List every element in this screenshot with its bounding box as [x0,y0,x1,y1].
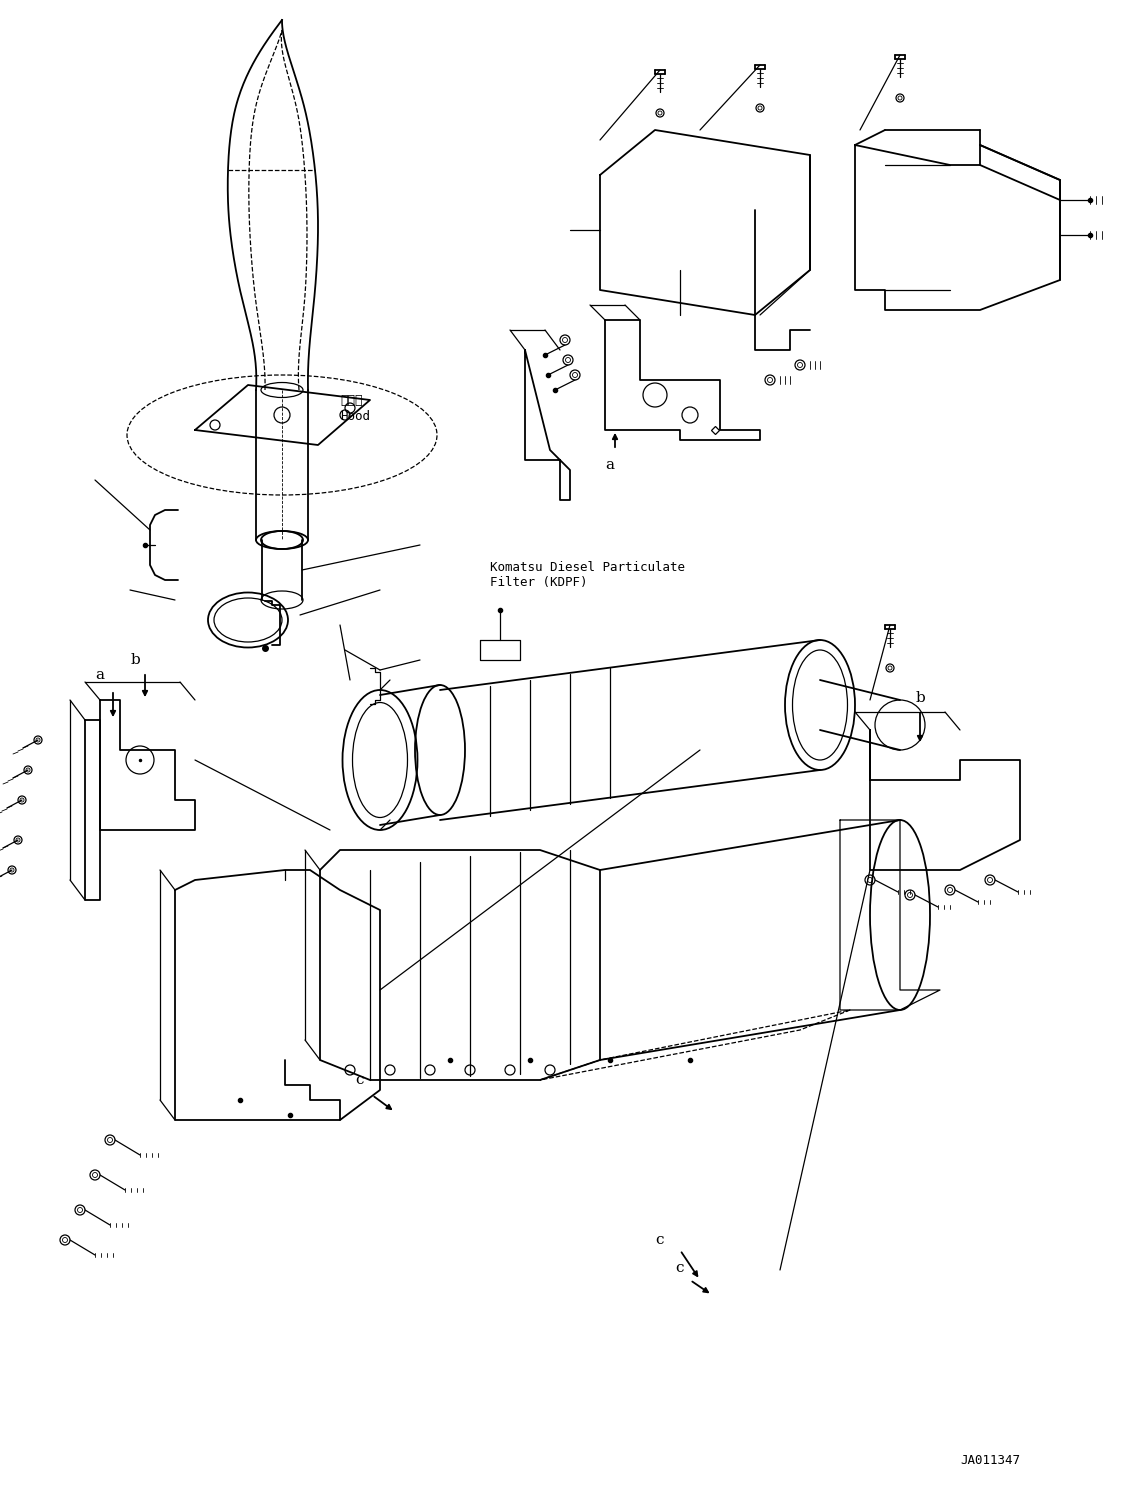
Text: JA011347: JA011347 [960,1454,1021,1467]
Text: b: b [915,690,925,705]
Text: Hood: Hood [341,410,370,422]
Text: c: c [355,1074,364,1087]
Text: a: a [606,458,615,473]
Text: b: b [130,653,140,666]
Text: フード: フード [341,394,362,407]
Text: c: c [656,1233,664,1246]
Text: c: c [675,1261,685,1275]
Text: a: a [96,668,105,681]
Text: Komatsu Diesel Particulate
Filter (KDPF): Komatsu Diesel Particulate Filter (KDPF) [490,561,685,589]
